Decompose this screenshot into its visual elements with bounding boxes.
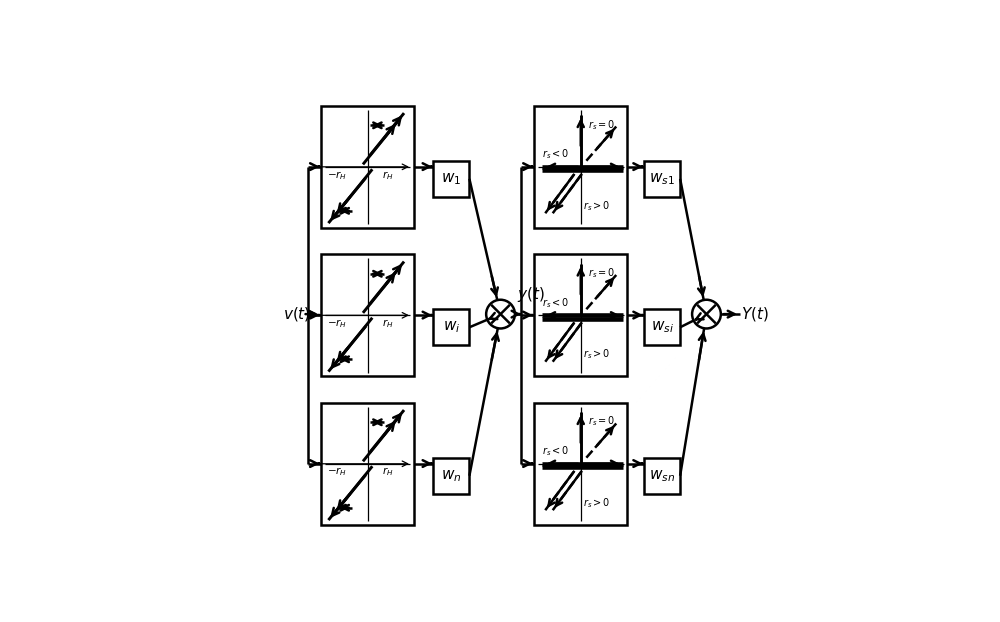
Text: $r_s=0$: $r_s=0$ <box>588 415 616 429</box>
Bar <box>321 106 414 228</box>
Bar <box>644 458 680 494</box>
Text: $r_s<0$: $r_s<0$ <box>542 444 569 458</box>
Text: $r_s>0$: $r_s>0$ <box>583 199 610 213</box>
Bar <box>644 309 680 345</box>
Text: $-r_H$: $-r_H$ <box>327 317 347 330</box>
Text: $w_1$: $w_1$ <box>441 171 462 187</box>
Text: $r_s=0$: $r_s=0$ <box>588 266 616 280</box>
Bar <box>321 402 414 525</box>
Text: $r_s<0$: $r_s<0$ <box>542 295 569 310</box>
Text: $-r_H$: $-r_H$ <box>327 169 347 182</box>
Text: $w_{s1}$: $w_{s1}$ <box>649 171 675 187</box>
Circle shape <box>692 300 721 328</box>
Text: $r_H$: $r_H$ <box>382 466 394 478</box>
Bar <box>433 161 469 197</box>
Text: $r_s<0$: $r_s<0$ <box>542 147 569 161</box>
Text: $-r_H$: $-r_H$ <box>327 466 347 478</box>
Text: $r_s>0$: $r_s>0$ <box>583 348 610 361</box>
Text: $r_s>0$: $r_s>0$ <box>583 496 610 510</box>
Bar <box>644 161 680 197</box>
Text: $r_H$: $r_H$ <box>382 317 394 330</box>
Bar <box>534 402 627 525</box>
Bar <box>534 254 627 376</box>
Bar <box>433 458 469 494</box>
Bar <box>534 106 627 228</box>
Text: $w_i$: $w_i$ <box>443 320 460 335</box>
Text: $w_{sn}$: $w_{sn}$ <box>649 468 675 483</box>
Text: $Y(t)$: $Y(t)$ <box>741 305 769 323</box>
Text: $r_H$: $r_H$ <box>382 169 394 182</box>
Bar <box>321 254 414 376</box>
Text: $w_n$: $w_n$ <box>441 468 462 483</box>
Text: $v(t)$: $v(t)$ <box>283 305 310 323</box>
Text: $r_s=0$: $r_s=0$ <box>588 118 616 131</box>
Circle shape <box>486 300 515 328</box>
Text: $w_{si}$: $w_{si}$ <box>651 320 674 335</box>
Bar <box>433 309 469 345</box>
Text: $y(t)$: $y(t)$ <box>517 285 545 304</box>
